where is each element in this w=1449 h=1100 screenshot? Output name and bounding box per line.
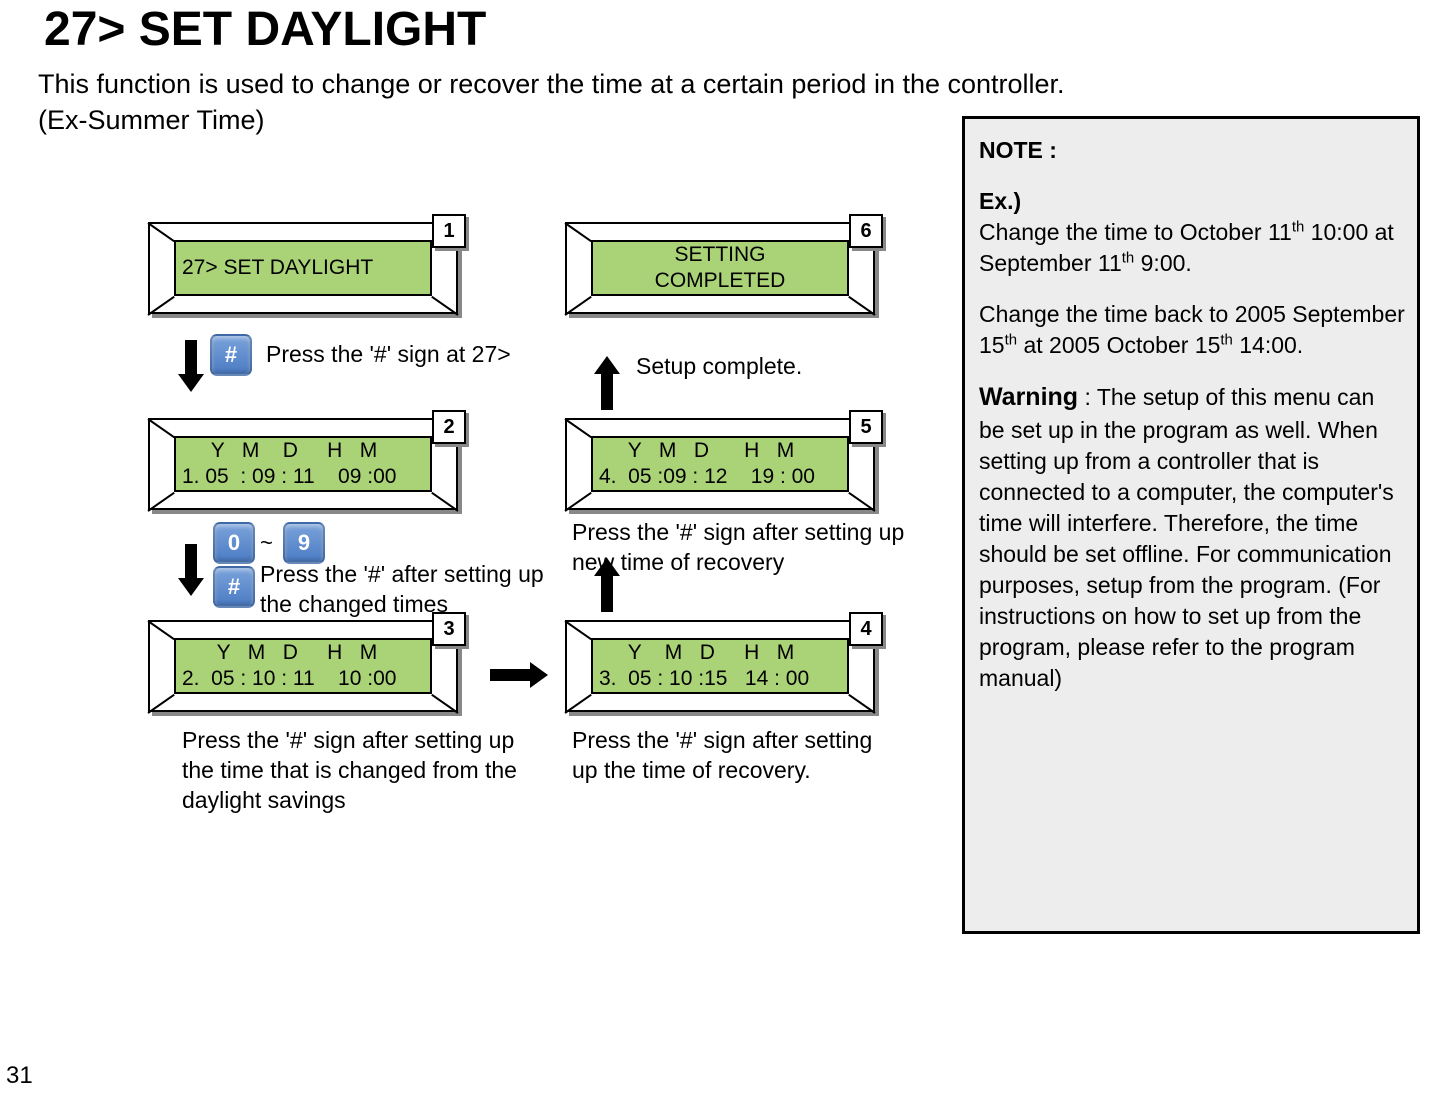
note-warning-text: The setup of this menu can be set up in … — [979, 384, 1394, 691]
tilde-separator: ~ — [260, 530, 273, 556]
note-text: at 2005 October 15 — [1017, 332, 1220, 358]
step-badge: 1 — [432, 214, 466, 248]
note-sup: th — [1005, 332, 1017, 349]
note-text: : — [1078, 384, 1097, 410]
step-caption: Press the '#' sign at 27> — [266, 340, 546, 370]
flow-arrow-up — [594, 356, 620, 374]
flow-arrow-right — [530, 662, 548, 688]
lcd-screen-text: Y M D H M4. 05 :09 : 12 19 : 00 — [593, 438, 847, 490]
lcd-screen-text: Y M D H M2. 05 : 10 : 11 10 :00 — [176, 640, 430, 692]
lcd-panel: SETTINGCOMPLETED6 — [565, 222, 875, 314]
page-subtitle: This function is used to change or recov… — [38, 66, 1065, 139]
digit-key-icon: 9 — [283, 522, 325, 564]
note-example-1: Change the time to October 11th 10:00 at… — [979, 217, 1405, 279]
page-number: 31 — [6, 1062, 33, 1090]
hash-key-icon: # — [210, 334, 252, 376]
step-badge: 5 — [849, 410, 883, 444]
lcd-panel: Y M D H M3. 05 : 10 :15 14 : 004 — [565, 620, 875, 712]
note-text: 14:00. — [1233, 332, 1303, 358]
lcd-panel: Y M D H M2. 05 : 10 : 11 10 :003 — [148, 620, 458, 712]
step-caption: Press the '#' sign after setting up the … — [182, 726, 532, 816]
note-example-2: Change the time back to 2005 September 1… — [979, 299, 1405, 361]
lcd-screen-text: 27> SET DAYLIGHT — [176, 242, 430, 294]
note-warning-label: Warning — [979, 383, 1078, 411]
note-sup: th — [1122, 249, 1134, 266]
step-caption: Press the '#' sign after setting up new … — [572, 518, 912, 578]
note-sup: th — [1292, 218, 1304, 235]
lcd-screen-text: Y M D H M1. 05 : 09 : 11 09 :00 — [176, 438, 430, 490]
note-title: NOTE : — [979, 135, 1405, 166]
note-text: 9:00. — [1134, 250, 1192, 276]
lcd-panel: 27> SET DAYLIGHT1 — [148, 222, 458, 314]
step-badge: 6 — [849, 214, 883, 248]
note-example-label: Ex.) — [979, 186, 1405, 217]
flow-arrow-down — [178, 578, 204, 596]
page-title: 27> SET DAYLIGHT — [44, 2, 486, 57]
lcd-screen-text: SETTINGCOMPLETED — [593, 242, 847, 294]
step-caption: Press the '#' after setting up the chang… — [260, 560, 550, 620]
note-box: NOTE : Ex.) Change the time to October 1… — [962, 116, 1420, 934]
step-badge: 4 — [849, 612, 883, 646]
lcd-panel: Y M D H M1. 05 : 09 : 11 09 :002 — [148, 418, 458, 510]
digit-key-icon: 0 — [213, 522, 255, 564]
lcd-panel: Y M D H M4. 05 :09 : 12 19 : 005 — [565, 418, 875, 510]
hash-key-icon: # — [213, 566, 255, 608]
note-warning: Warning : The setup of this menu can be … — [979, 381, 1405, 694]
note-sup: th — [1220, 332, 1232, 349]
step-caption: Setup complete. — [636, 352, 916, 382]
lcd-screen-text: Y M D H M3. 05 : 10 :15 14 : 00 — [593, 640, 847, 692]
note-text: Change the time to October 11 — [979, 219, 1292, 245]
flow-arrow-down — [178, 374, 204, 392]
step-caption: Press the '#' sign after setting up the … — [572, 726, 902, 786]
step-badge: 2 — [432, 410, 466, 444]
